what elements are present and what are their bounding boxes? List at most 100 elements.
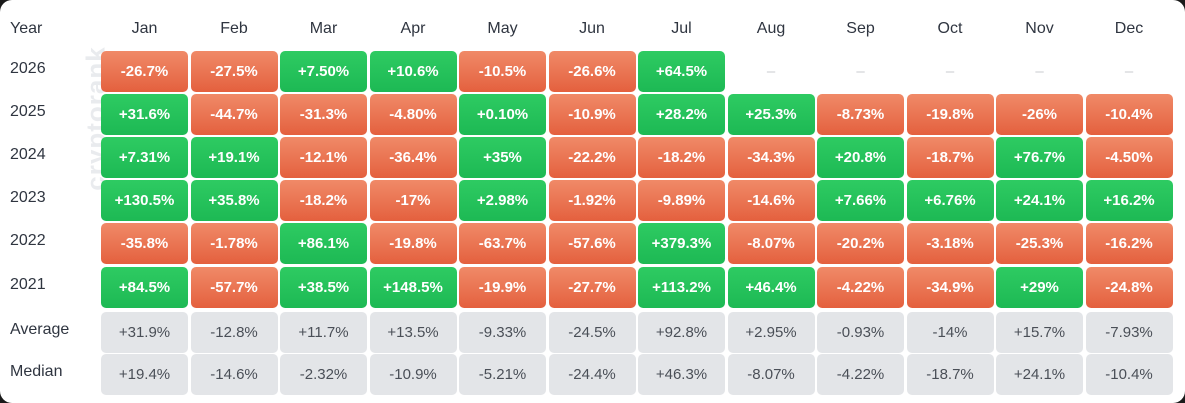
heatmap-cell-2023-may: +2.98% (459, 180, 546, 221)
heatmap-cell-2021-aug: +46.4% (727, 267, 815, 308)
heatmap-cell-2022-apr: -19.8% (369, 223, 457, 264)
row-label-2025: 2025 (10, 103, 46, 120)
summary-cell-average-oct: -14% (906, 312, 994, 353)
heatmap-cell-2021-dec: -24.8% (1085, 267, 1173, 308)
heatmap-cell-2022-feb: -1.78% (190, 223, 278, 264)
summary-cell-median-may: -5.21% (459, 354, 546, 395)
heatmap-cell-2026-aug: – (766, 63, 776, 80)
summary-cell-average-may: -9.33% (459, 312, 546, 353)
heatmap-cell-2022-sep: -20.2% (817, 223, 904, 264)
heatmap-cell-2023-jul: -9.89% (638, 180, 725, 221)
summary-cell-average-dec: -7.93% (1085, 312, 1173, 353)
summary-cell-average-jun: -24.5% (548, 312, 636, 353)
summary-cell-median-dec: -10.4% (1085, 354, 1173, 395)
row-label-average: Average (10, 321, 70, 338)
heatmap-cell-2021-jun: -27.7% (548, 267, 636, 308)
month-header-jun: Jun (579, 20, 605, 37)
heatmap-cell-2024-may: +35% (459, 137, 546, 178)
heatmap-cell-2023-jan: +130.5% (101, 180, 188, 221)
heatmap-cell-2025-nov: -26% (996, 94, 1083, 135)
heatmap-cell-2023-mar: -18.2% (280, 180, 367, 221)
heatmap-cell-2025-dec: -10.4% (1085, 94, 1173, 135)
summary-cell-average-jul: +92.8% (638, 312, 725, 353)
heatmap-cell-2021-may: -19.9% (459, 267, 546, 308)
heatmap-cell-2024-aug: -34.3% (727, 137, 815, 178)
summary-cell-average-sep: -0.93% (817, 312, 904, 353)
heatmap-cell-2024-oct: -18.7% (906, 137, 994, 178)
row-label-2021: 2021 (10, 276, 46, 293)
month-header-oct: Oct (937, 20, 963, 37)
summary-cell-average-apr: +13.5% (369, 312, 457, 353)
summary-cell-median-jun: -24.4% (548, 354, 636, 395)
heatmap-cell-2025-jun: -10.9% (548, 94, 636, 135)
year-column-header: Year (10, 20, 43, 37)
heatmap-cell-2026-dec: – (1124, 63, 1134, 80)
heatmap-cell-2024-mar: -12.1% (280, 137, 367, 178)
row-label-2024: 2024 (10, 146, 46, 163)
heatmap-cell-2023-aug: -14.6% (727, 180, 815, 221)
summary-cell-median-sep: -4.22% (817, 354, 904, 395)
heatmap-cell-2024-jul: -18.2% (638, 137, 725, 178)
row-label-median: Median (10, 363, 63, 380)
heatmap-cell-2021-oct: -34.9% (906, 267, 994, 308)
month-header-nov: Nov (1025, 20, 1054, 37)
heatmap-cell-2022-oct: -3.18% (906, 223, 994, 264)
summary-cell-average-feb: -12.8% (190, 312, 278, 353)
heatmap-cell-2024-dec: -4.50% (1085, 137, 1173, 178)
heatmap-cell-2022-may: -63.7% (459, 223, 546, 264)
heatmap-cell-2022-jan: -35.8% (101, 223, 188, 264)
heatmap-cell-2026-jan: -26.7% (101, 51, 188, 92)
heatmap-cell-2025-sep: -8.73% (817, 94, 904, 135)
heatmap-cell-2022-aug: -8.07% (727, 223, 815, 264)
heatmap-cell-2023-sep: +7.66% (817, 180, 904, 221)
heatmap-cell-2024-jan: +7.31% (101, 137, 188, 178)
heatmap-cell-2023-nov: +24.1% (996, 180, 1083, 221)
heatmap-cell-2021-apr: +148.5% (369, 267, 457, 308)
heatmap-cell-2021-mar: +38.5% (280, 267, 367, 308)
heatmap-cell-2021-sep: -4.22% (817, 267, 904, 308)
heatmap-cell-2025-oct: -19.8% (906, 94, 994, 135)
heatmap-cell-2022-nov: -25.3% (996, 223, 1083, 264)
month-header-aug: Aug (756, 20, 786, 37)
heatmap-cell-2021-jan: +84.5% (101, 267, 188, 308)
row-label-2023: 2023 (10, 189, 46, 206)
heatmap-cell-2023-feb: +35.8% (190, 180, 278, 221)
month-header-apr: Apr (400, 20, 426, 37)
heatmap-cell-2025-jan: +31.6% (101, 94, 188, 135)
heatmap-cell-2025-mar: -31.3% (280, 94, 367, 135)
month-header-jul: Jul (671, 20, 692, 37)
month-header-mar: Mar (309, 20, 338, 37)
heatmap-cell-2024-feb: +19.1% (190, 137, 278, 178)
heatmap-cell-2021-feb: -57.7% (190, 267, 278, 308)
summary-cell-average-mar: +11.7% (280, 312, 367, 353)
heatmap-cell-2026-mar: +7.50% (280, 51, 367, 92)
heatmap-cell-2025-aug: +25.3% (727, 94, 815, 135)
heatmap-cell-2026-apr: +10.6% (369, 51, 457, 92)
heatmap-cell-2024-jun: -22.2% (548, 137, 636, 178)
heatmap-cell-2026-jun: -26.6% (548, 51, 636, 92)
summary-cell-median-oct: -18.7% (906, 354, 994, 395)
heatmap-cell-2022-jun: -57.6% (548, 223, 636, 264)
summary-cell-median-aug: -8.07% (727, 354, 815, 395)
heatmap-cell-2022-dec: -16.2% (1085, 223, 1173, 264)
heatmap-cell-2025-apr: -4.80% (369, 94, 457, 135)
heatmap-cell-2026-sep: – (856, 63, 865, 80)
heatmap-cell-2025-feb: -44.7% (190, 94, 278, 135)
heatmap-cell-2025-may: +0.10% (459, 94, 546, 135)
heatmap-cell-2025-jul: +28.2% (638, 94, 725, 135)
month-header-sep: Sep (846, 20, 875, 37)
heatmap-cell-2023-jun: -1.92% (548, 180, 636, 221)
summary-cell-median-nov: +24.1% (996, 354, 1083, 395)
month-header-may: May (487, 20, 518, 37)
summary-cell-average-jan: +31.9% (101, 312, 188, 353)
heatmap-cell-2022-jul: +379.3% (638, 223, 725, 264)
heatmap-cell-2026-oct: – (945, 63, 955, 80)
heatmap-cell-2024-apr: -36.4% (369, 137, 457, 178)
heatmap-cell-2026-jul: +64.5% (638, 51, 725, 92)
month-header-feb: Feb (220, 20, 248, 37)
summary-cell-median-feb: -14.6% (190, 354, 278, 395)
heatmap-cell-2026-nov: – (1035, 63, 1044, 80)
heatmap-cell-2026-feb: -27.5% (190, 51, 278, 92)
month-header-dec: Dec (1114, 20, 1144, 37)
heatmap-cell-2023-apr: -17% (369, 180, 457, 221)
